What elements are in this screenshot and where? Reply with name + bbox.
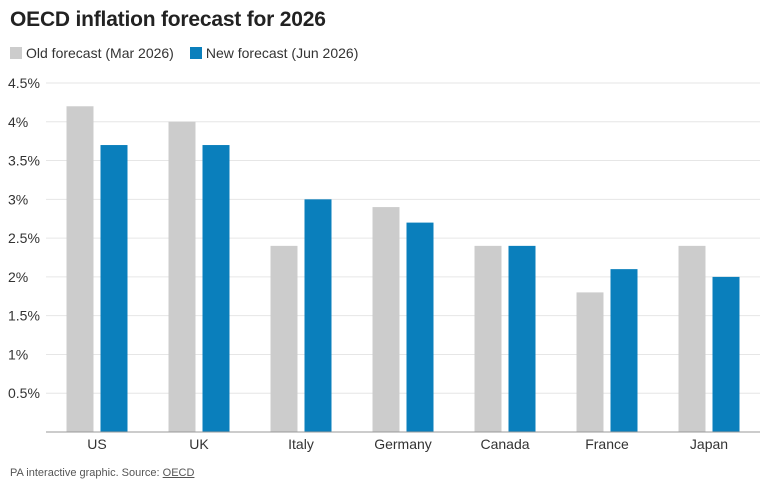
bar-old-forecast xyxy=(372,207,400,432)
footer-credit: PA interactive graphic. Source: OECD xyxy=(10,467,194,479)
x-category-label: Japan xyxy=(690,436,728,452)
bar-new-forecast xyxy=(406,222,434,432)
bar-new-forecast xyxy=(508,245,536,432)
y-tick-label: 4% xyxy=(8,114,28,130)
gridlines xyxy=(46,82,760,394)
y-tick-label: 4.5% xyxy=(8,75,40,91)
bar-old-forecast xyxy=(168,121,196,433)
x-category-label: France xyxy=(585,436,629,452)
legend-label-old: Old forecast (Mar 2026) xyxy=(26,45,174,61)
x-category-label: US xyxy=(87,436,106,452)
y-tick-label: 3% xyxy=(8,191,28,207)
legend-swatch-old xyxy=(10,47,22,59)
bar-new-forecast xyxy=(610,269,638,432)
y-tick-label: 3.5% xyxy=(8,153,40,169)
x-category-label: Italy xyxy=(288,436,314,452)
bar-old-forecast xyxy=(678,245,706,432)
bar-old-forecast xyxy=(270,245,298,432)
bar-old-forecast xyxy=(66,106,94,433)
bar-new-forecast xyxy=(100,145,128,433)
bars xyxy=(66,106,740,433)
x-axis-category-labels: US UK Italy Germany Canada France Japan xyxy=(87,436,728,452)
bar-new-forecast xyxy=(304,199,332,432)
y-tick-label: 1.5% xyxy=(8,308,40,324)
bar-old-forecast xyxy=(576,292,604,432)
x-category-label: Germany xyxy=(374,436,432,452)
x-category-label: UK xyxy=(189,436,209,452)
y-tick-label: 0.5% xyxy=(8,385,40,401)
legend-label-new: New forecast (Jun 2026) xyxy=(205,45,359,61)
bar-new-forecast xyxy=(712,276,740,432)
y-tick-label: 2% xyxy=(8,269,28,285)
y-tick-label: 2.5% xyxy=(8,230,40,246)
legend: Old forecast (Mar 2026) New forecast (Ju… xyxy=(10,45,374,61)
legend-item-new: New forecast (Jun 2026) xyxy=(189,45,359,61)
legend-item-old: Old forecast (Mar 2026) xyxy=(10,45,174,61)
y-tick-label: 1% xyxy=(8,346,28,362)
legend-swatch-new xyxy=(189,47,202,59)
y-axis-tick-labels: 0.5% 1% 1.5% 2% 2.5% 3% 3.5% 4% 4.5% xyxy=(8,75,40,401)
bar-old-forecast xyxy=(474,245,502,432)
bar-new-forecast xyxy=(202,145,230,433)
x-category-label: Canada xyxy=(480,436,529,452)
chart-title: OECD inflation forecast for 2026 xyxy=(10,8,326,31)
footer-text: PA interactive graphic. Source: xyxy=(10,467,163,479)
source-link[interactable]: OECD xyxy=(162,467,195,479)
